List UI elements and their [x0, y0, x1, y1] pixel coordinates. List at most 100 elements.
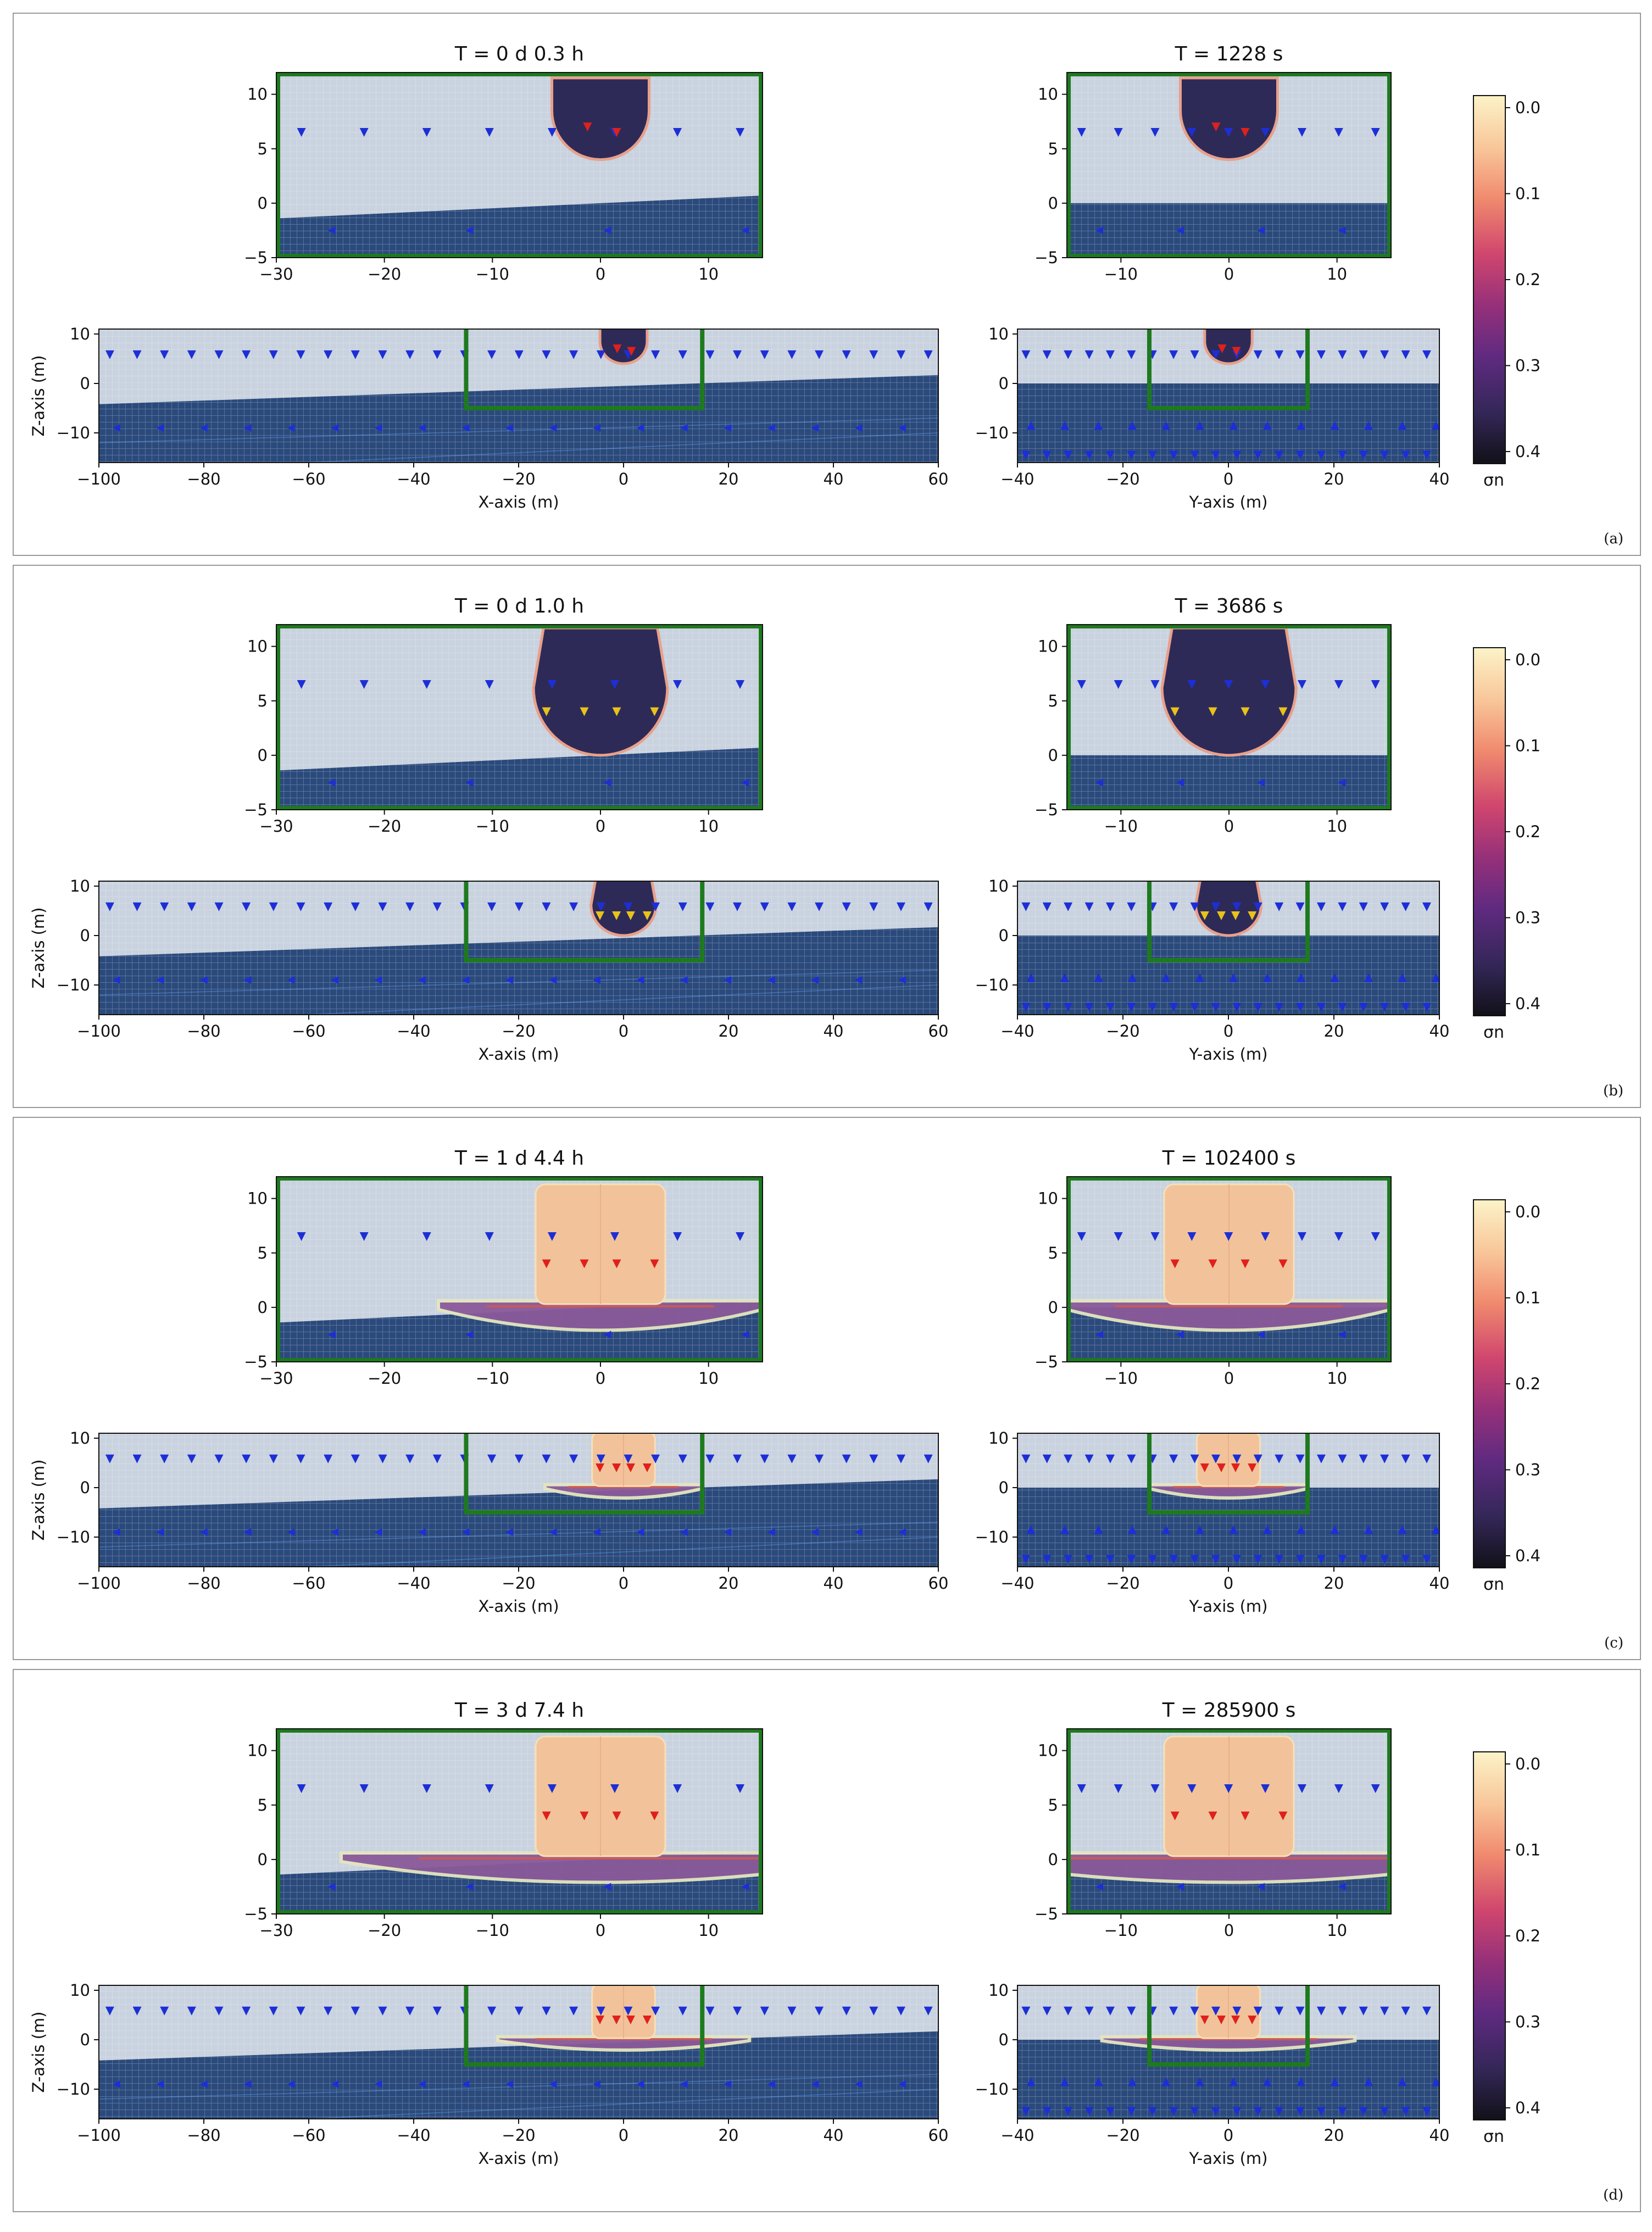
- flow-arrow: [242, 1454, 251, 1463]
- flow-arrow: [815, 902, 824, 911]
- flow-arrow: [418, 2080, 426, 2088]
- flow-arrow: [760, 1454, 769, 1463]
- flow-arrow: [1364, 1525, 1373, 1534]
- flow-arrow: [1084, 1003, 1094, 1012]
- flow-arrow: [736, 1784, 745, 1794]
- flow-arrow: [733, 350, 742, 359]
- flow-arrow: [815, 1454, 824, 1463]
- flow-arrow: [1150, 1784, 1160, 1794]
- mesh-overlay: [99, 1433, 938, 1567]
- flow-arrow: [297, 680, 306, 689]
- x-tick-label: −20: [1106, 1022, 1139, 1040]
- flow-arrow: [1190, 1003, 1199, 1012]
- flow-arrow: [214, 1454, 224, 1463]
- tank-outline: [276, 1176, 763, 1362]
- flow-arrow: [596, 902, 605, 911]
- y-tick-label: −10: [975, 1528, 1009, 1546]
- flow-arrow: [898, 2080, 906, 2088]
- y-tick-label: −5: [244, 248, 268, 267]
- flow-arrow: [1127, 2006, 1136, 2016]
- x-axis-label: Y-axis (m): [1189, 2149, 1268, 2168]
- vapor-cavity: [1194, 881, 1263, 937]
- y-tick-label: −10: [975, 424, 1009, 442]
- flow-arrow: [378, 350, 387, 359]
- flow-arrow: [327, 778, 336, 787]
- flow-arrow: [1200, 2016, 1209, 2024]
- flow-arrow: [1170, 1811, 1180, 1821]
- x-tick-label: 0: [619, 1022, 628, 1040]
- flow-arrow: [1278, 1259, 1288, 1268]
- flow-arrow: [1295, 450, 1305, 460]
- flow-arrow: [1169, 450, 1178, 460]
- top_left-plot: −30 −20 −10 0 10 −5 0 5 10 T = 0 d 1.0 h: [244, 595, 763, 836]
- y-tick-label: 0: [999, 374, 1009, 393]
- plot-title: T = 102400 s: [1162, 1147, 1296, 1170]
- flow-arrow: [924, 2006, 933, 2016]
- flow-arrow: [1380, 450, 1389, 460]
- y-tick-label: −10: [975, 976, 1009, 994]
- x-tick-label: −80: [187, 470, 220, 488]
- flow-arrow: [242, 902, 251, 911]
- colorbar-gradient: [1473, 95, 1506, 464]
- plume-group: [1179, 76, 1279, 162]
- x-tick-label: −80: [187, 2126, 220, 2145]
- flow-arrow: [1042, 1454, 1052, 1463]
- tank-outline: [276, 1728, 763, 1914]
- flow-arrow: [680, 2080, 688, 2088]
- flow-arrow: [1232, 347, 1241, 356]
- flow-arrow: [1042, 2006, 1052, 2016]
- x-tick-label: −10: [476, 817, 509, 836]
- x-axis-label: Y-axis (m): [1189, 1597, 1268, 1616]
- plot-title: T = 1 d 4.4 h: [454, 1147, 584, 1170]
- colorbar-label: σn: [1483, 471, 1504, 490]
- tank-outline: [464, 1985, 705, 2067]
- flow-arrow: [485, 680, 494, 689]
- tank-outline: [1066, 1176, 1392, 1362]
- vapor-cavity: [1179, 76, 1279, 162]
- y-tick-label: 5: [1048, 1244, 1058, 1262]
- flow-arrow: [592, 2080, 600, 2088]
- y-tick-label: 10: [988, 1981, 1009, 2000]
- flow-arrow: [243, 1528, 252, 1536]
- x-tick-label: 0: [1224, 817, 1234, 836]
- top_right-plot: −10 0 10 −5 0 5 10 T = 102400 s: [1034, 1147, 1392, 1388]
- y-tick-label: 0: [1048, 194, 1058, 213]
- x-tick-label: 10: [698, 1921, 719, 1940]
- colorbar-tick-label: 0.0: [1515, 650, 1540, 669]
- tank-outline: [464, 1433, 705, 1515]
- flow-arrow: [1297, 1232, 1306, 1242]
- flow-arrow: [612, 2016, 621, 2024]
- x-tick-label: −60: [292, 1022, 325, 1040]
- flow-arrow: [1127, 1454, 1136, 1463]
- flow-arrow: [547, 1784, 557, 1794]
- flow-arrow: [1422, 2107, 1431, 2116]
- colorbar: 0.0 0.1 0.2 0.3 0.4 σn: [1473, 647, 1540, 1042]
- colorbar-tick-label: 0.4: [1515, 1546, 1540, 1565]
- flow-arrow: [680, 424, 688, 432]
- plot-title: T = 0 d 1.0 h: [454, 595, 584, 617]
- x-tick-label: 40: [824, 1574, 844, 1593]
- flow-arrow: [1064, 902, 1073, 911]
- flow-arrow: [898, 976, 906, 984]
- flow-arrow: [465, 1331, 474, 1339]
- flow-arrow: [1042, 350, 1052, 359]
- flow-arrow: [1190, 2006, 1199, 2016]
- y-tick-label: 0: [999, 1478, 1009, 1497]
- flow-arrow: [733, 902, 742, 911]
- flow-arrow: [1060, 1525, 1070, 1534]
- flow-arrow: [610, 1232, 619, 1242]
- flow-arrow: [1095, 778, 1103, 787]
- flow-arrow: [1398, 421, 1407, 430]
- flow-arrow: [331, 976, 339, 984]
- flow-arrow: [1105, 350, 1115, 359]
- flow-arrow: [736, 128, 745, 137]
- flow-arrow: [324, 902, 333, 911]
- flow-arrow: [1330, 973, 1339, 982]
- x-tick-label: 10: [1327, 1369, 1347, 1388]
- flow-arrow: [1275, 1003, 1284, 1012]
- flow-arrow: [505, 1528, 513, 1536]
- flow-arrow: [1248, 911, 1257, 920]
- flow-arrow: [514, 902, 524, 911]
- flow-arrow: [542, 1811, 551, 1821]
- flow-arrow: [1114, 680, 1123, 689]
